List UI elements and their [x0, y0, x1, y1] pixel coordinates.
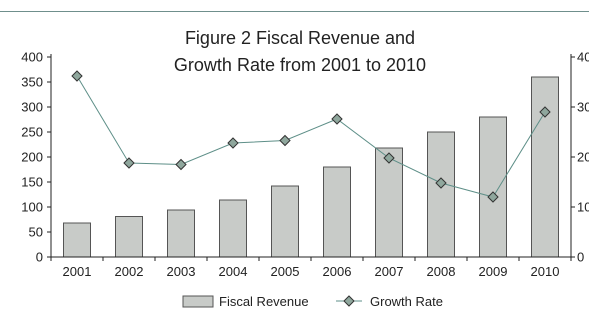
growth-rate-point-2002: [124, 158, 134, 168]
y-left-tick-label: 300: [21, 100, 43, 115]
growth-rate-point-2004: [228, 138, 238, 148]
legend: Fiscal Revenue Growth Rate: [183, 294, 443, 309]
chart-title-line-1: Figure 2 Fiscal Revenue and: [185, 28, 415, 48]
bars-layer: [64, 77, 559, 257]
bar-2009: [480, 117, 507, 257]
bar-2008: [428, 132, 455, 257]
bar-2001: [64, 223, 91, 257]
x-tick-label: 2005: [271, 264, 300, 279]
y-right-tick-label: 40: [577, 50, 589, 65]
growth-rate-point-2005: [280, 136, 290, 146]
x-tick-label: 2007: [375, 264, 404, 279]
x-tick-label: 2002: [115, 264, 144, 279]
growth-rate-point-2001: [72, 71, 82, 81]
y-left-tick-label: 0: [36, 250, 43, 265]
y-left-tick-label: 100: [21, 200, 43, 215]
line-layer: [72, 71, 550, 202]
growth-rate-point-2003: [176, 160, 186, 170]
bar-2005: [272, 186, 299, 257]
x-tick-label: 2010: [531, 264, 560, 279]
bar-2007: [376, 148, 403, 257]
legend-swatch-fiscal-revenue: [183, 296, 213, 307]
chart-title-line-2: Growth Rate from 2001 to 2010: [174, 55, 426, 75]
title-layer: Figure 2 Fiscal Revenue and Growth Rate …: [174, 28, 426, 75]
x-tick-label: 2009: [479, 264, 508, 279]
y-left-tick-label: 350: [21, 75, 43, 90]
bar-2002: [116, 217, 143, 258]
y-left-tick-label: 400: [21, 50, 43, 65]
bar-2010: [532, 77, 559, 257]
y-right-tick-label: 0: [577, 250, 584, 265]
y-right-tick-label: 20: [577, 150, 589, 165]
growth-rate-line: [77, 76, 545, 197]
y-left-tick-label: 200: [21, 150, 43, 165]
x-tick-label: 2004: [219, 264, 248, 279]
legend-label-growth-rate: Growth Rate: [370, 294, 443, 309]
x-tick-label: 2001: [63, 264, 92, 279]
x-tick-label: 2006: [323, 264, 352, 279]
y-right-tick-label: 10: [577, 200, 589, 215]
growth-rate-point-2006: [332, 114, 342, 124]
x-tick-label: 2003: [167, 264, 196, 279]
x-tick-label: 2008: [427, 264, 456, 279]
legend-label-fiscal-revenue: Fiscal Revenue: [219, 294, 309, 309]
y-left-tick-label: 50: [29, 225, 43, 240]
bar-2004: [220, 200, 247, 257]
y-left-tick-label: 150: [21, 175, 43, 190]
bar-2003: [168, 210, 195, 257]
y-right-tick-label: 30: [577, 100, 589, 115]
legend-marker-growth-rate: [344, 296, 354, 306]
bar-2006: [324, 167, 351, 257]
y-left-tick-label: 250: [21, 125, 43, 140]
